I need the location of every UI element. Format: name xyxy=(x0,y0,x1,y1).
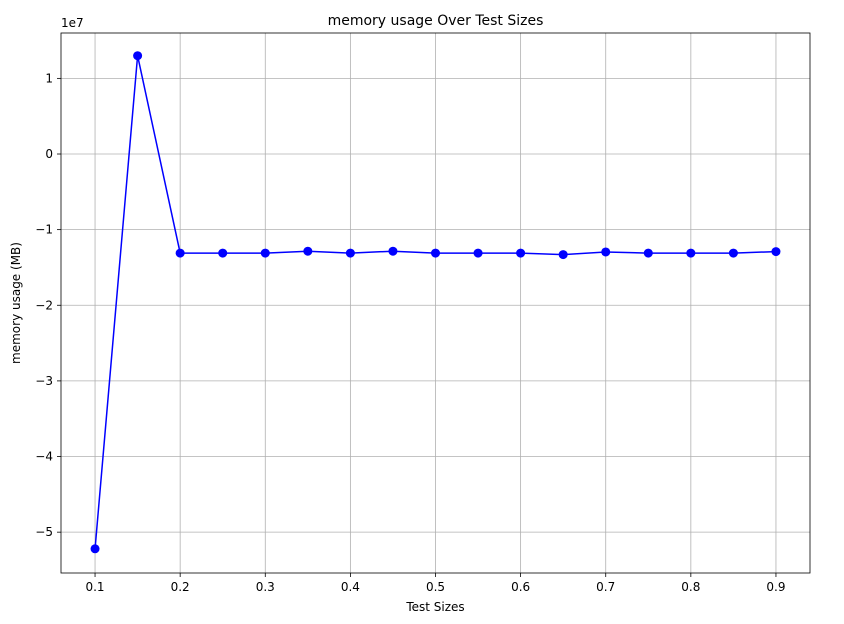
data-point xyxy=(431,248,440,258)
x-axis-label: Test Sizes xyxy=(405,600,464,614)
data-point xyxy=(516,248,526,258)
y-tick-label: −5 xyxy=(35,525,53,539)
data-point xyxy=(558,250,568,260)
data-point xyxy=(388,246,398,256)
data-point xyxy=(260,248,270,258)
series-layer xyxy=(90,51,781,554)
y-offset-label: 1e7 xyxy=(61,16,84,30)
data-point xyxy=(303,246,313,256)
data-point xyxy=(728,248,738,258)
chart-title: memory usage Over Test Sizes xyxy=(328,13,544,29)
data-point xyxy=(686,248,696,258)
data-point xyxy=(771,247,781,257)
y-tick-label: −3 xyxy=(35,374,53,388)
x-tick-label: 0.6 xyxy=(511,580,530,594)
x-tick-label: 0.2 xyxy=(171,580,190,594)
data-point xyxy=(345,248,355,258)
x-tick-label: 0.4 xyxy=(341,580,360,594)
y-tick-label: −4 xyxy=(35,450,53,464)
grid-layer xyxy=(61,33,810,573)
tick-layer: 0.1 0.2 0.3 0.4 0.5 0.6 0.7 0.8 0.9 −5 −4 −3 −2 −1 0 1 xyxy=(35,71,785,594)
data-point xyxy=(133,51,143,61)
y-axis-label: memory usage (MB) xyxy=(9,242,23,364)
y-tick-label: −1 xyxy=(35,223,53,237)
x-tick-label: 0.9 xyxy=(766,580,785,594)
y-tick-label: −2 xyxy=(35,298,53,312)
x-tick-label: 0.8 xyxy=(681,580,700,594)
x-tick-label: 0.5 xyxy=(426,580,445,594)
x-tick-label: 0.3 xyxy=(256,580,275,594)
x-tick-label: 0.7 xyxy=(596,580,615,594)
data-point xyxy=(601,247,611,257)
data-point xyxy=(90,544,100,554)
data-point xyxy=(643,248,653,258)
y-tick-label: 0 xyxy=(45,147,53,161)
x-tick-label: 0.1 xyxy=(85,580,104,594)
data-point xyxy=(473,248,483,258)
data-point xyxy=(218,248,228,258)
data-point xyxy=(175,248,185,258)
y-tick-label: 1 xyxy=(45,71,53,85)
